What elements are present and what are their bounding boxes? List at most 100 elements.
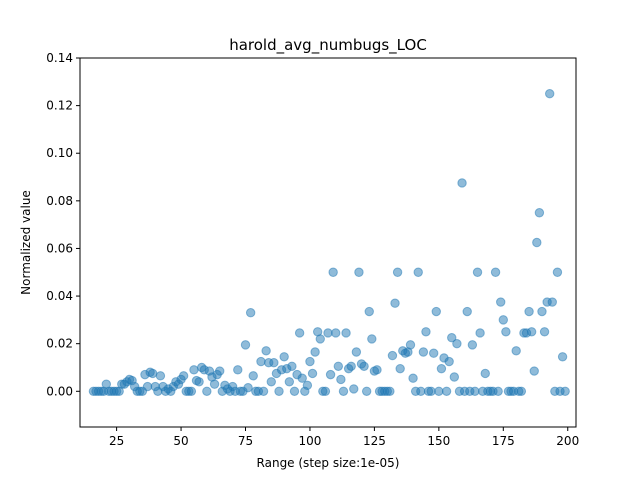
data-point [480, 368, 490, 379]
data-point [436, 363, 447, 374]
x-tick-label: 100 [299, 434, 322, 448]
plot-frame [79, 57, 577, 428]
data-point [320, 386, 331, 396]
data-point [256, 356, 266, 367]
data-point [297, 373, 307, 383]
data-point [186, 386, 197, 396]
y-tick-label: 0.14 [46, 51, 73, 65]
data-point [526, 327, 537, 337]
x-tick-label: 50 [173, 434, 188, 448]
data-point [336, 374, 346, 385]
data-point [405, 340, 416, 350]
data-point [434, 386, 444, 396]
data-point [511, 346, 521, 356]
data-point [529, 366, 539, 376]
x-tick-label: 175 [492, 434, 515, 448]
data-point [341, 328, 351, 338]
data-point [178, 371, 189, 381]
data-point [532, 237, 542, 248]
data-point [387, 350, 398, 361]
data-point [215, 366, 225, 376]
x-tick-label: 150 [427, 434, 450, 448]
y-tick-label: 0.12 [46, 99, 73, 113]
data-point [315, 334, 325, 344]
data-point [287, 361, 297, 371]
data-point [284, 377, 295, 387]
data-point [537, 306, 547, 317]
y-tick-label: 0.04 [46, 289, 73, 303]
data-point [560, 386, 570, 396]
chart-title: harold_avg_numbugs_LOC [229, 36, 427, 55]
data-point [462, 306, 472, 317]
data-point [233, 365, 243, 375]
data-point [429, 348, 439, 358]
data-point [333, 361, 344, 371]
data-point [328, 267, 338, 277]
data-point [294, 328, 305, 338]
data-point [392, 267, 403, 277]
data-point [449, 372, 460, 382]
data-point [325, 369, 336, 380]
data-point [426, 386, 436, 396]
data-point [266, 377, 276, 387]
data-point [323, 328, 333, 338]
data-point [496, 297, 506, 307]
data-point [155, 371, 166, 381]
data-point [261, 346, 271, 356]
data-point [359, 361, 369, 371]
y-tick-label: 0.08 [46, 194, 73, 208]
data-point [245, 308, 256, 318]
data-point [501, 327, 511, 337]
data-point [539, 327, 550, 337]
data-point [421, 327, 431, 337]
data-point [189, 365, 199, 375]
data-point [385, 386, 395, 396]
data-point [493, 386, 503, 396]
data-point [142, 381, 153, 392]
data-point [349, 384, 359, 394]
data-point [209, 379, 220, 389]
points-layer [88, 89, 570, 396]
y-tick-label: 0.02 [46, 337, 73, 351]
data-point [302, 380, 313, 391]
data-point [194, 377, 204, 387]
data-point [490, 267, 501, 277]
data-point [240, 340, 251, 350]
data-point [338, 386, 349, 396]
data-point [364, 306, 374, 317]
data-point [475, 328, 485, 338]
data-point [416, 386, 426, 396]
data-point [418, 347, 429, 357]
data-point [395, 363, 405, 374]
data-point [408, 373, 418, 383]
data-point [457, 178, 467, 188]
data-point [524, 306, 534, 317]
x-tick-label: 125 [363, 434, 386, 448]
data-point [372, 365, 382, 375]
data-point [310, 347, 320, 357]
data-point [279, 352, 289, 362]
data-point [467, 340, 478, 350]
data-point [361, 386, 372, 396]
data-point [305, 356, 315, 367]
x-axis-ticks: 25 50 75 100 125 150 175 200 [109, 427, 579, 448]
data-point [354, 267, 364, 277]
data-point [557, 352, 568, 362]
data-point [547, 297, 557, 307]
data-point [470, 386, 480, 396]
data-point [351, 347, 362, 357]
data-point [346, 361, 356, 371]
data-point [269, 358, 279, 368]
data-point [431, 306, 441, 317]
data-point [413, 267, 423, 277]
data-point [441, 386, 452, 396]
y-axis-label: Normalized value [19, 190, 33, 295]
data-point [248, 371, 258, 381]
y-axis-ticks: 0.00 0.02 0.04 0.06 0.08 0.10 0.12 0.14 [46, 51, 80, 398]
data-point [534, 208, 545, 218]
data-point [390, 298, 400, 308]
data-point [258, 386, 269, 396]
data-point [498, 315, 508, 325]
